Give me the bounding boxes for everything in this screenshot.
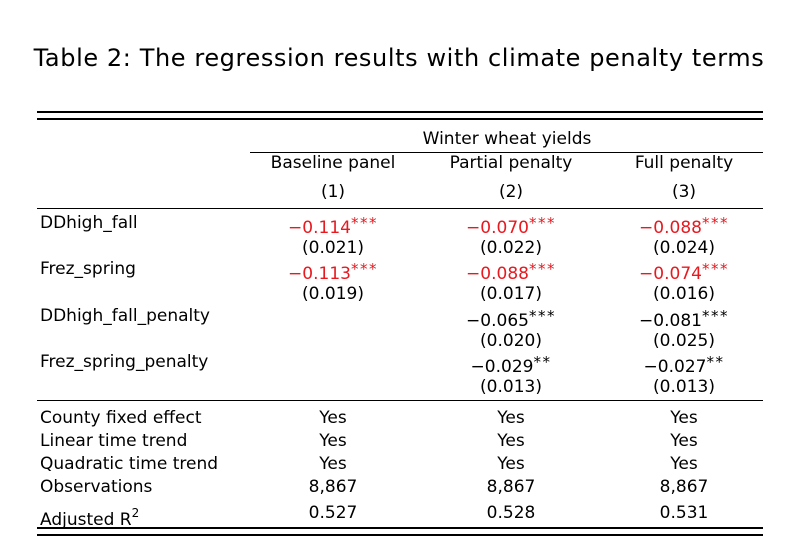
top-rule-1: [37, 111, 763, 113]
stat-label: Quadratic time trend: [40, 454, 218, 474]
stat-label-text: County fixed effect: [40, 408, 202, 428]
standard-error: (0.025): [653, 331, 715, 351]
coefficient-value: −0.088: [466, 264, 529, 284]
stat-label-text: Adjusted R: [40, 510, 132, 530]
stat-label-text: Linear time trend: [40, 431, 188, 451]
coefficient-value: −0.088: [639, 218, 702, 238]
stat-value: 0.527: [308, 503, 358, 523]
stat-label: Linear time trend: [40, 431, 187, 451]
stats-rule: [37, 400, 763, 401]
coefficient-cell: −0.113***: [288, 259, 378, 284]
coefficient-value: −0.114: [288, 218, 351, 238]
standard-error: (0.022): [480, 238, 542, 258]
standard-error: (0.024): [653, 238, 715, 258]
coefficient-cell: −0.065***: [466, 306, 556, 331]
coefficient-value: −0.065: [466, 311, 529, 331]
column-name: Full penalty: [634, 153, 734, 173]
column-number: (1): [320, 182, 346, 202]
stat-value: Yes: [670, 431, 698, 451]
significance-stars: ***: [701, 214, 729, 232]
column-name: Baseline panel: [270, 153, 396, 173]
coefficient-value: −0.113: [288, 264, 351, 284]
coefficient-value: −0.070: [466, 218, 529, 238]
stat-value: 0.531: [659, 503, 709, 523]
coefficient-cell: −0.088***: [466, 259, 556, 284]
top-rule-2: [37, 118, 763, 120]
coefficient-cell: −0.114***: [288, 213, 378, 238]
significance-stars: ***: [701, 307, 729, 325]
standard-error: (0.019): [302, 284, 364, 304]
stat-value: Yes: [497, 408, 525, 428]
coefficient-value: −0.029: [470, 357, 534, 377]
coefficient-value: −0.081: [639, 311, 702, 331]
stat-value: Yes: [497, 431, 525, 451]
bottom-rule-1: [37, 527, 763, 529]
significance-stars: ***: [528, 307, 556, 325]
coefficient-cell: −0.088***: [639, 213, 729, 238]
stat-value: 8,867: [486, 477, 536, 497]
standard-error: (0.016): [653, 284, 715, 304]
coefficient-cell: −0.029**: [471, 352, 552, 377]
standard-error: (0.017): [480, 284, 542, 304]
stat-value: 8,867: [308, 477, 358, 497]
stat-label: Adjusted R2: [40, 503, 139, 530]
standard-error: (0.013): [653, 377, 715, 397]
standard-error: (0.013): [480, 377, 542, 397]
group-underline: [250, 152, 763, 153]
column-number: (2): [498, 182, 524, 202]
stat-label: County fixed effect: [40, 408, 202, 428]
stat-value: Yes: [497, 454, 525, 474]
row-label: Frez_spring_penalty: [40, 352, 209, 372]
row-label: Frez_spring: [40, 259, 136, 279]
significance-stars: ***: [701, 260, 729, 278]
group-header: Winter wheat yields: [422, 129, 592, 149]
column-name: Partial penalty: [449, 153, 573, 173]
stat-value: Yes: [670, 454, 698, 474]
stat-value: 8,867: [659, 477, 709, 497]
significance-stars: ***: [350, 214, 378, 232]
coefficient-cell: −0.070***: [466, 213, 556, 238]
header-rule: [37, 208, 763, 209]
significance-stars: **: [706, 353, 725, 371]
stat-value: Yes: [319, 408, 347, 428]
stat-value: 0.528: [486, 503, 536, 523]
coefficient-cell: −0.074***: [639, 259, 729, 284]
stat-value: Yes: [670, 408, 698, 428]
standard-error: (0.021): [302, 238, 364, 258]
significance-stars: ***: [528, 260, 556, 278]
table-caption: Table 2: The regression results with cli…: [33, 44, 765, 72]
bottom-rule-2: [37, 534, 763, 536]
coefficient-value: −0.027: [643, 357, 707, 377]
significance-stars: ***: [350, 260, 378, 278]
stat-value: Yes: [319, 431, 347, 451]
significance-stars: **: [533, 353, 552, 371]
stat-label-text: Observations: [40, 477, 153, 497]
stat-value: Yes: [319, 454, 347, 474]
stat-label: Observations: [40, 477, 152, 497]
coefficient-cell: −0.081***: [639, 306, 729, 331]
stat-label-text: Quadratic time trend: [40, 454, 219, 474]
significance-stars: ***: [528, 214, 556, 232]
coefficient-cell: −0.027**: [644, 352, 725, 377]
standard-error: (0.020): [480, 331, 542, 351]
row-label: DDhigh_fall_penalty: [40, 306, 210, 326]
row-label: DDhigh_fall: [40, 213, 138, 233]
column-number: (3): [671, 182, 697, 202]
coefficient-value: −0.074: [639, 264, 702, 284]
stat-label-superscript: 2: [131, 506, 140, 520]
